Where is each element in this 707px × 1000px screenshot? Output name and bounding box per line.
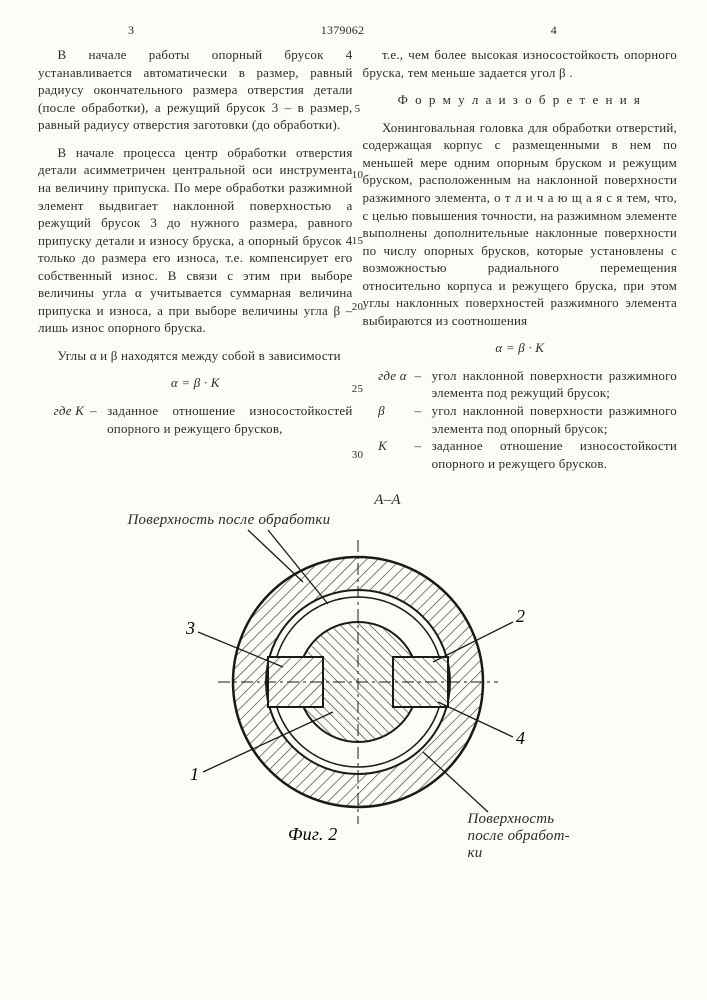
figure-block: А–А Поверхность после обработки: [38, 490, 677, 852]
line-num: 20: [352, 300, 363, 315]
left-where: где K – заданное отношение износостойкос…: [38, 402, 353, 437]
left-p1: В начале работы опорный брусок 4 устанав…: [38, 46, 353, 134]
claim-title: Ф о р м у л а и з о б р е т е н и я: [363, 91, 678, 109]
right-def-b: угол наклонной поверхности разжимного эл…: [432, 402, 677, 437]
document-number: 1379062: [134, 22, 551, 38]
right-where: где α– угол наклонной поверхности разжим…: [363, 367, 678, 472]
left-p3: Углы α и β находятся между собой в завис…: [38, 347, 353, 365]
svg-text:3: 3: [185, 618, 195, 638]
text-columns: В начале работы опорный брусок 4 устанав…: [38, 46, 677, 472]
svg-text:1: 1: [190, 764, 199, 784]
page-header: 3 1379062 4: [38, 22, 677, 38]
right-def-k: заданное отношение износостойкости опорн…: [432, 437, 677, 472]
where-label: где K: [54, 402, 87, 437]
svg-text:2: 2: [516, 606, 525, 626]
left-p2: В начале процесса центр обработки отверс…: [38, 144, 353, 337]
line-num: 10: [352, 168, 363, 183]
line-num: 30: [352, 448, 363, 463]
line-num: 25: [352, 382, 363, 397]
right-p1: т.е., чем более высокая износостойкость …: [363, 46, 678, 81]
svg-text:4: 4: [516, 728, 525, 748]
section-label: А–А: [98, 490, 677, 510]
left-column: В начале работы опорный брусок 4 устанав…: [38, 46, 353, 472]
figure-svg: 3 2 4 1 Фиг. 2: [108, 512, 608, 852]
fig-bottom-label: Поверхностьпосле обработ-ки: [468, 811, 618, 863]
line-num: 5: [355, 102, 361, 117]
right-column: т.е., чем более высокая износостойкость …: [363, 46, 678, 472]
page-number-right: 4: [551, 22, 557, 38]
left-def-k: заданное отношение износостойкостей опор…: [107, 402, 352, 437]
left-formula: α = β · K: [38, 374, 353, 392]
right-p2: Хонинговальная головка для обработки отв…: [363, 119, 678, 330]
right-formula: α = β · K: [363, 339, 678, 357]
fig-top-label: Поверхность после обработки: [128, 510, 331, 530]
right-def-a: угол наклонной поверхности разжимного эл…: [432, 367, 677, 402]
fig-number: Фиг. 2: [288, 824, 337, 844]
line-num: 15: [352, 234, 363, 249]
